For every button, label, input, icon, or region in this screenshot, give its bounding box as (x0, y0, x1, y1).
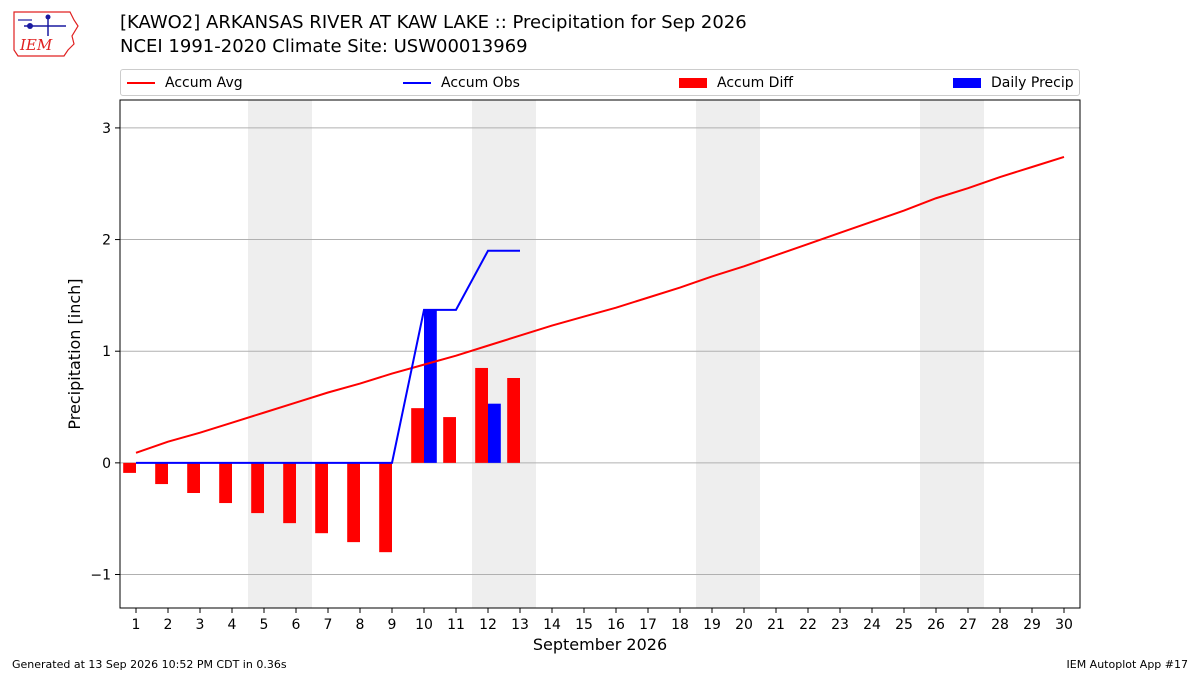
x-tick-label: 9 (388, 617, 397, 633)
logo-text: IEM (19, 36, 53, 54)
legend-label-accum-diff: Accum Diff (717, 74, 794, 91)
accum-diff-bar (379, 462, 392, 553)
accum-diff-bar (283, 462, 296, 524)
x-tick-label: 29 (1023, 617, 1041, 633)
legend-item-daily-precip: Daily Precip (953, 70, 1074, 95)
chart-subtitle: NCEI 1991-2020 Climate Site: USW00013969 (120, 36, 528, 57)
y-tick-label: 3 (102, 121, 111, 137)
x-tick-label: 20 (735, 617, 753, 633)
x-tick-label: 22 (799, 617, 817, 633)
footer-app: IEM Autoplot App #17 (1066, 658, 1189, 671)
bars (123, 309, 520, 553)
x-tick-label: 4 (228, 617, 237, 633)
x-tick-label: 23 (831, 617, 849, 633)
legend-item-accum-obs: Accum Obs (403, 70, 520, 95)
weekend-band (472, 100, 536, 608)
accum-obs-line (136, 249, 520, 464)
legend-label-accum-avg: Accum Avg (165, 74, 243, 91)
footer-generated: Generated at 13 Sep 2026 10:52 PM CDT in… (12, 658, 287, 671)
y-tick-label: −1 (90, 568, 111, 584)
x-tick-label: 30 (1055, 617, 1073, 633)
x-tick-label: 8 (356, 617, 365, 633)
accum-diff-bar (475, 367, 488, 463)
x-tick-label: 1 (132, 617, 141, 633)
x-tick-label: 2 (164, 617, 173, 633)
x-tick-label: 28 (991, 617, 1009, 633)
weekend-band (248, 100, 312, 608)
legend-label-accum-obs: Accum Obs (441, 74, 520, 91)
x-tick-label: 17 (639, 617, 657, 633)
plot-frame (119, 99, 1081, 609)
legend-swatch-accum-obs (403, 81, 431, 84)
accum-diff-bar (251, 462, 264, 514)
accum-diff-bar (507, 378, 520, 463)
x-tick-label: 3 (196, 617, 205, 633)
weekend-band (696, 100, 760, 608)
lines (135, 155, 1065, 464)
accum-avg-line (135, 155, 1065, 454)
accum-diff-bar (155, 462, 168, 485)
y-tick-label: 0 (102, 456, 111, 472)
accum-diff-bar (315, 462, 328, 534)
y-tick-label: 1 (102, 344, 111, 360)
x-tick-label: 7 (324, 617, 333, 633)
x-tick-label: 12 (479, 617, 497, 633)
accum-diff-bar (443, 417, 456, 463)
legend-swatch-accum-diff (679, 77, 707, 88)
x-axis-label: September 2026 (533, 635, 667, 654)
x-tick-label: 18 (671, 617, 689, 633)
x-tick-label: 24 (863, 617, 881, 633)
daily-precip-bar (488, 403, 501, 463)
legend-label-daily-precip: Daily Precip (991, 74, 1074, 91)
daily-precip-bar (424, 309, 437, 463)
x-tick-label: 19 (703, 617, 721, 633)
accum-diff-bar (347, 462, 360, 543)
accum-diff-bar (411, 408, 424, 463)
legend-swatch-accum-avg (127, 81, 155, 84)
legend-swatch-daily-precip (953, 77, 981, 88)
chart-title: [KAWO2] ARKANSAS RIVER AT KAW LAKE :: Pr… (120, 12, 747, 33)
iowa-outline-icon (13, 11, 79, 57)
x-tick-label: 13 (511, 617, 529, 633)
x-tick-label: 27 (959, 617, 977, 633)
accum-diff-bar (219, 462, 232, 504)
x-tick-label: 15 (575, 617, 593, 633)
weekend-band (920, 100, 984, 608)
legend-item-accum-avg: Accum Avg (127, 70, 243, 95)
x-tick-label: 21 (767, 617, 785, 633)
legend-item-accum-diff: Accum Diff (679, 70, 793, 95)
weekend-shading (248, 100, 984, 608)
accum-diff-bar (123, 462, 136, 473)
x-tick-label: 16 (607, 617, 625, 633)
x-tick-label: 25 (895, 617, 913, 633)
y-axis-label: Precipitation [inch] (65, 278, 84, 429)
x-tick-label: 5 (260, 617, 269, 633)
iem-logo: IEM (13, 11, 79, 57)
x-tick-label: 11 (447, 617, 465, 633)
x-tick-label: 26 (927, 617, 945, 633)
accum-diff-bar (187, 462, 200, 494)
x-tick-label: 10 (415, 617, 433, 633)
y-tick-label: 2 (102, 233, 111, 249)
x-tick-label: 6 (292, 617, 301, 633)
legend: Accum Avg Accum Obs Accum Diff Daily Pre… (120, 69, 1080, 96)
x-tick-label: 14 (543, 617, 561, 633)
